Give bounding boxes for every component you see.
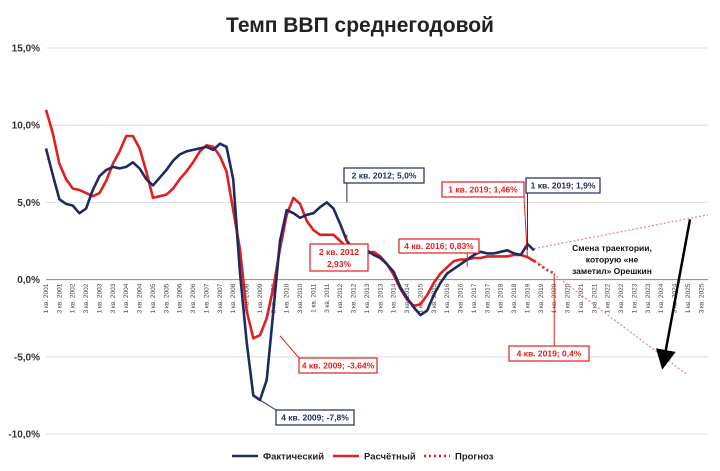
annotation-box — [275, 409, 355, 426]
y-tick-label: 5,0% — [17, 198, 40, 209]
x-tick-label: 1 кв. 2011 — [310, 283, 317, 313]
x-tick-label: 1 кв. 2015 — [417, 283, 424, 313]
x-tick-label: 1 кв. 2001 — [43, 283, 50, 313]
annotations: 2 кв. 2012; 5,0% 1 кв. 2019; 1,46% 1 кв. 2… — [259, 167, 601, 426]
legend-entry: Прогноз — [455, 452, 494, 463]
annotation-box — [309, 243, 369, 272]
annotation-box — [343, 167, 425, 184]
note-line: заметил» Орешкин — [572, 266, 652, 276]
x-tick-label: 3 кв. 2023 — [645, 283, 652, 313]
x-tick-label: 3 кв. 2001 — [56, 283, 63, 313]
series-line-forecast — [533, 260, 555, 275]
note-line: которую «не — [586, 255, 639, 265]
y-tick-label: -5,0% — [14, 352, 40, 363]
series-lines — [44, 109, 555, 402]
annotation-box — [398, 238, 480, 254]
x-tick-label: 3 кв. 2020 — [565, 283, 572, 313]
y-tick-label: 10,0% — [12, 121, 40, 132]
series-line-actual — [44, 142, 535, 402]
x-tick-label: 1 кв. 2010 — [284, 283, 291, 313]
note-line: Смена траектории, — [572, 243, 652, 253]
x-tick-label: 3 кв. 2002 — [83, 283, 90, 313]
annotation-label: 4 кв. 2016; 0,83% — [404, 241, 474, 251]
y-tick-label: -10,0% — [8, 430, 40, 441]
x-tick-label: 3 кв. 2021 — [591, 283, 598, 313]
x-tick-label: 3 кв. 2003 — [110, 283, 117, 313]
x-tick-label: 1 кв. 2014 — [391, 283, 398, 313]
annotation-label: 4 кв. 2019; 0,4% — [517, 349, 582, 359]
annotation-leader — [523, 196, 528, 258]
legend: Фактический Расчётный Прогноз — [232, 452, 494, 463]
x-tick-label: 3 кв. 2019 — [538, 283, 545, 313]
x-tick-label: 1 кв. 2017 — [471, 283, 478, 313]
x-tick-label: 1 кв. 2007 — [203, 283, 210, 313]
x-axis-ticks: 1 кв. 2001 3 кв. 2001 1 кв. 2002 3 кв. 2002… — [43, 283, 705, 313]
legend-entry: Фактический — [263, 452, 324, 463]
x-tick-label: 3 кв. 2007 — [217, 283, 224, 313]
annotation-box — [508, 345, 590, 362]
annotation-label: 1 кв. 2019; 1,9% — [531, 181, 596, 191]
annotation-label: 2 кв. 2012 — [319, 247, 359, 257]
x-tick-label: 1 кв. 2018 — [498, 283, 505, 313]
x-tick-label: 1 кв. 2022 — [605, 283, 612, 313]
x-tick-label: 1 кв. 2016 — [444, 283, 451, 313]
legend-entry: Расчётный — [364, 452, 416, 463]
x-tick-label: 3 кв. 2013 — [377, 283, 384, 313]
x-tick-label: 1 кв. 2012 — [337, 283, 344, 313]
x-tick-label: 1 кв. 2009 — [257, 283, 264, 313]
trend-line-upper — [534, 214, 709, 250]
arrow-icon — [655, 219, 692, 370]
annotation-box — [441, 181, 525, 198]
annotation-box — [298, 357, 378, 374]
x-tick-label: 3 кв. 2008 — [244, 283, 251, 313]
annotation-label: 4 кв. 2009; -3,64% — [302, 361, 375, 371]
annotation-label: 2 кв. 2012; 5,0% — [352, 171, 417, 181]
annotation-label: 1 кв. 2019; 1,46% — [448, 185, 518, 195]
x-tick-label: 1 кв. 2024 — [658, 283, 665, 313]
x-tick-label: 1 кв. 2025 — [685, 283, 692, 313]
x-tick-label: 3 кв. 2018 — [511, 283, 518, 313]
x-tick-label: 3 кв. 2015 — [431, 283, 438, 313]
annotation-leader — [279, 335, 300, 359]
trend-lines — [533, 214, 709, 375]
x-tick-label: 1 кв. 2021 — [578, 283, 585, 313]
x-tick-label: 1 кв. 2003 — [96, 283, 103, 313]
x-tick-label: 1 кв. 2005 — [150, 283, 157, 313]
x-tick-label: 3 кв. 2011 — [324, 283, 331, 313]
x-tick-label: 3 кв. 2012 — [351, 283, 358, 313]
x-tick-label: 1 кв. 2004 — [123, 283, 130, 313]
x-tick-label: 3 кв. 2022 — [618, 283, 625, 313]
x-tick-label: 1 кв. 2002 — [70, 283, 77, 313]
y-tick-label: 0,0% — [17, 275, 40, 286]
x-tick-label: 1 кв. 2008 — [230, 283, 237, 313]
x-tick-label: 3 кв. 2016 — [458, 283, 465, 313]
grid — [46, 47, 708, 435]
x-tick-label: 1 кв. 2019 — [524, 283, 531, 313]
annotation-leader — [259, 399, 277, 411]
x-tick-label: 1 кв. 2006 — [177, 283, 184, 313]
x-tick-label: 3 кв. 2004 — [137, 283, 144, 313]
x-tick-label: 3 кв. 2005 — [163, 283, 170, 313]
x-tick-label: 3 кв. 2010 — [297, 283, 304, 313]
x-tick-label: 3 кв. 2006 — [190, 283, 197, 313]
annotation-label: 4 кв. 2009; -7,8% — [281, 413, 349, 423]
annotation-label: 2,93% — [327, 259, 352, 269]
x-tick-label: 3 кв. 2017 — [484, 283, 491, 313]
chart-title: Темп ВВП среднегодовой — [226, 14, 494, 37]
y-axis-ticks: 15,0% 10,0% 5,0% 0,0% -5,0% -10,0% — [8, 44, 40, 441]
x-tick-label: 1 кв. 2023 — [631, 283, 638, 313]
x-tick-label: 3 кв. 2025 — [698, 283, 705, 313]
x-tick-label: 1 кв. 2013 — [364, 283, 371, 313]
annotation-box — [525, 177, 601, 194]
y-tick-label: 15,0% — [12, 44, 40, 55]
series-line-calculated — [44, 109, 535, 340]
